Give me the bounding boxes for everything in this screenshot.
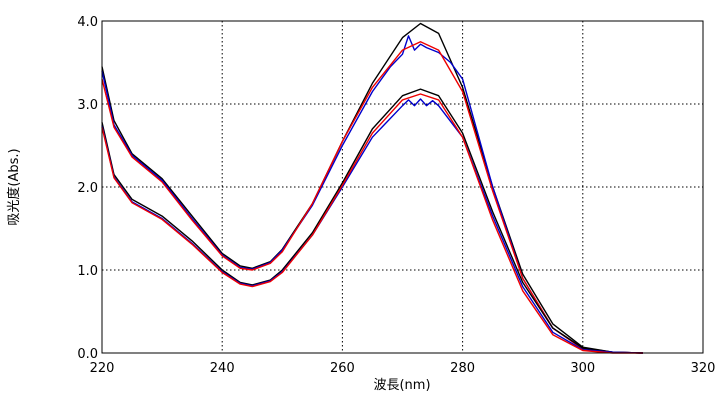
y-tick-label: 1.0 — [77, 264, 98, 279]
x-axis-label: 波長(nm) — [373, 378, 430, 393]
series-line-5 — [101, 98, 643, 354]
plot-frame — [101, 20, 704, 354]
y-tick-label: 2.0 — [77, 181, 98, 196]
y-tick-label: 4.0 — [77, 15, 98, 30]
x-tick-label: 320 — [691, 361, 716, 376]
y-tick-label: 0.0 — [77, 347, 98, 362]
y-tick-label: 3.0 — [77, 98, 98, 113]
series-group — [101, 22, 643, 354]
x-tick-label: 220 — [90, 361, 115, 376]
series-line-4 — [101, 88, 643, 354]
x-tick-label: 240 — [210, 361, 235, 376]
x-tick-label: 280 — [450, 361, 475, 376]
x-tick-label: 300 — [570, 361, 595, 376]
series-line-2 — [101, 35, 643, 354]
x-tick-label: 260 — [330, 361, 355, 376]
y-tick-labels: 0.0 1.0 2.0 3.0 4.0 — [77, 15, 98, 362]
series-line-3 — [101, 41, 643, 354]
series-line-1 — [101, 22, 643, 354]
y-axis-label: 吸光度(Abs.) — [6, 148, 22, 225]
x-tick-labels: 220 240 260 280 300 320 — [90, 361, 716, 376]
grid-lines — [102, 21, 703, 353]
series-line-6 — [101, 93, 643, 354]
